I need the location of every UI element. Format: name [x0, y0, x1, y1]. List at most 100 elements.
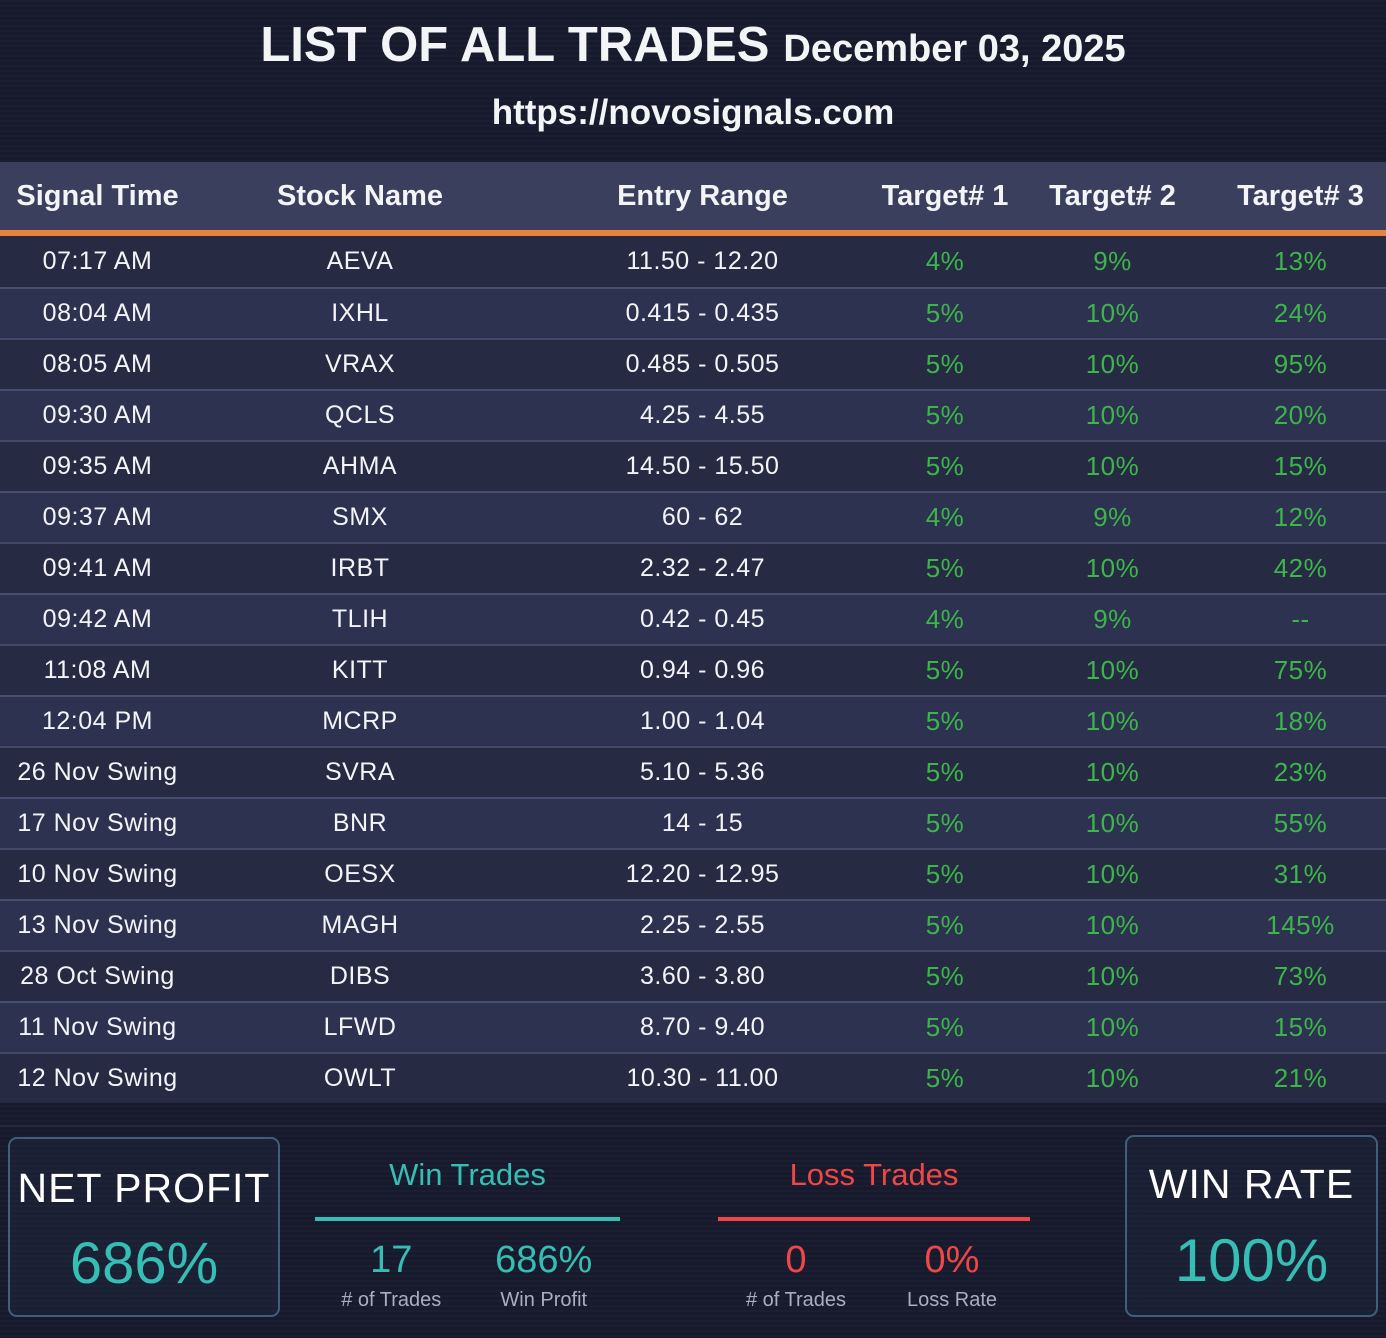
cell-stock-name: SMX: [332, 503, 388, 531]
table-row: 08:05 AM VRAX 0.485 - 0.505 5% 10% 95%: [0, 338, 1386, 389]
cell-target-1: 5%: [925, 553, 965, 583]
cell-target-1: 5%: [925, 1063, 965, 1093]
cell-target-3: --: [1291, 604, 1310, 634]
header-divider-line: [0, 230, 1386, 236]
cell-target-2: 10%: [1085, 1012, 1140, 1042]
cell-entry-range: 10.30 - 11.00: [626, 1064, 779, 1092]
cell-signal-time: 08:05 AM: [42, 350, 153, 378]
cell-entry-range: 2.32 - 2.47: [639, 554, 766, 582]
cell-stock-name: OESX: [324, 860, 396, 888]
loss-rate-value: 0%: [924, 1239, 980, 1281]
win-profit-value: 686%: [495, 1239, 593, 1281]
cell-target-2: 10%: [1085, 349, 1140, 379]
cell-signal-time: 09:42 AM: [42, 605, 153, 633]
cell-stock-name: LFWD: [323, 1013, 397, 1041]
table-row: 12 Nov Swing OWLT 10.30 - 11.00 5% 10% 2…: [0, 1052, 1386, 1103]
win-trades-title: Win Trades: [389, 1157, 546, 1192]
cell-target-3: 24%: [1273, 298, 1328, 328]
table-row: 09:30 AM QCLS 4.25 - 4.55 5% 10% 20%: [0, 389, 1386, 440]
win-profit-col: 686% Win Profit: [468, 1239, 621, 1312]
cell-entry-range: 1.00 - 1.04: [639, 707, 766, 735]
cell-stock-name: BNR: [332, 809, 388, 837]
cell-target-3: 55%: [1273, 808, 1328, 838]
column-header-target-1: Target# 1: [881, 179, 1009, 212]
table-header-row: Signal Time Stock Name Entry Range Targe…: [0, 162, 1386, 230]
cell-target-2: 10%: [1085, 706, 1140, 736]
cell-signal-time: 10 Nov Swing: [17, 860, 178, 888]
cell-target-3: 15%: [1273, 1012, 1328, 1042]
cell-target-1: 5%: [925, 808, 965, 838]
cell-target-3: 95%: [1273, 349, 1328, 379]
table-body: 07:17 AM AEVA 11.50 - 12.20 4% 9% 13% 08…: [0, 236, 1386, 1103]
table-row: 07:17 AM AEVA 11.50 - 12.20 4% 9% 13%: [0, 236, 1386, 287]
site-url: https://novosignals.com: [491, 93, 895, 132]
table-row: 08:04 AM IXHL 0.415 - 0.435 5% 10% 24%: [0, 287, 1386, 338]
cell-signal-time: 08:04 AM: [42, 299, 153, 327]
cell-signal-time: 12 Nov Swing: [17, 1064, 178, 1092]
cell-target-3: 75%: [1273, 655, 1328, 685]
win-rate-box: WIN RATE 100%: [1125, 1135, 1378, 1317]
win-trades-rule: [315, 1217, 620, 1221]
cell-stock-name: KITT: [331, 656, 389, 684]
cell-target-2: 10%: [1085, 553, 1140, 583]
cell-entry-range: 14.50 - 15.50: [625, 452, 780, 480]
cell-target-3: 15%: [1273, 451, 1328, 481]
cell-target-3: 73%: [1273, 961, 1328, 991]
cell-stock-name: TLIH: [331, 605, 389, 633]
loss-trades-group: Loss Trades 0 # of Trades 0% Loss Rate: [718, 1153, 1030, 1312]
banner-title-line: LIST OF ALL TRADES December 03, 2025: [0, 14, 1386, 88]
cell-target-3: 12%: [1273, 502, 1328, 532]
cell-signal-time: 13 Nov Swing: [17, 911, 178, 939]
cell-stock-name: AEVA: [326, 247, 394, 275]
cell-target-1: 5%: [925, 961, 965, 991]
cell-target-3: 21%: [1273, 1063, 1328, 1093]
cell-target-2: 9%: [1093, 502, 1132, 532]
cell-entry-range: 2.25 - 2.55: [639, 911, 766, 939]
cell-target-2: 9%: [1093, 604, 1132, 634]
cell-target-1: 5%: [925, 451, 965, 481]
cell-signal-time: 09:37 AM: [42, 503, 153, 531]
win-trades-values: 17 # of Trades 686% Win Profit: [315, 1239, 620, 1312]
cell-target-3: 20%: [1273, 400, 1328, 430]
cell-stock-name: OWLT: [323, 1064, 397, 1092]
cell-target-2: 10%: [1085, 400, 1140, 430]
win-rate-value: 100%: [1174, 1227, 1329, 1294]
cell-stock-name: DIBS: [329, 962, 391, 990]
cell-signal-time: 09:30 AM: [42, 401, 153, 429]
cell-entry-range: 0.485 - 0.505: [625, 350, 780, 378]
cell-target-2: 10%: [1085, 757, 1140, 787]
cell-entry-range: 12.20 - 12.95: [625, 860, 780, 888]
cell-stock-name: MCRP: [322, 707, 398, 735]
report-date: December 03, 2025: [783, 28, 1126, 70]
table-row: 28 Oct Swing DIBS 3.60 - 3.80 5% 10% 73%: [0, 950, 1386, 1001]
table-row: 09:37 AM SMX 60 - 62 4% 9% 12%: [0, 491, 1386, 542]
summary-footer: NET PROFIT 686% Win Trades 17 # of Trade…: [0, 1125, 1386, 1338]
table-row: 11:08 AM KITT 0.94 - 0.96 5% 10% 75%: [0, 644, 1386, 695]
table-row: 09:35 AM AHMA 14.50 - 15.50 5% 10% 15%: [0, 440, 1386, 491]
cell-target-2: 9%: [1093, 246, 1132, 276]
win-trades-count-label: # of Trades: [341, 1289, 442, 1311]
cell-entry-range: 4.25 - 4.55: [639, 401, 766, 429]
cell-entry-range: 5.10 - 5.36: [639, 758, 766, 786]
cell-entry-range: 0.42 - 0.45: [639, 605, 766, 633]
loss-trades-count-label: # of Trades: [745, 1289, 847, 1311]
cell-target-1: 5%: [925, 655, 965, 685]
cell-target-3: 31%: [1273, 859, 1328, 889]
cell-target-1: 5%: [925, 706, 965, 736]
cell-target-1: 5%: [925, 400, 965, 430]
win-rate-label: WIN RATE: [1148, 1161, 1355, 1207]
win-trades-group: Win Trades 17 # of Trades 686% Win Profi…: [315, 1153, 620, 1312]
cell-target-2: 10%: [1085, 808, 1140, 838]
loss-trades-title: Loss Trades: [789, 1157, 959, 1192]
win-trades-count: 17: [370, 1239, 413, 1281]
cell-target-1: 4%: [925, 246, 965, 276]
cell-target-3: 145%: [1266, 910, 1335, 940]
cell-target-1: 5%: [925, 349, 965, 379]
win-trades-count-col: 17 # of Trades: [315, 1239, 468, 1312]
column-header-entry-range: Entry Range: [617, 179, 788, 212]
cell-signal-time: 09:35 AM: [42, 452, 153, 480]
cell-target-1: 5%: [925, 910, 965, 940]
column-header-target-2: Target# 2: [1049, 179, 1176, 212]
cell-target-1: 5%: [925, 757, 965, 787]
cell-entry-range: 14 - 15: [661, 809, 744, 837]
